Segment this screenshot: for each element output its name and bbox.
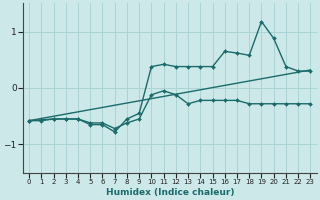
X-axis label: Humidex (Indice chaleur): Humidex (Indice chaleur) xyxy=(106,188,234,197)
